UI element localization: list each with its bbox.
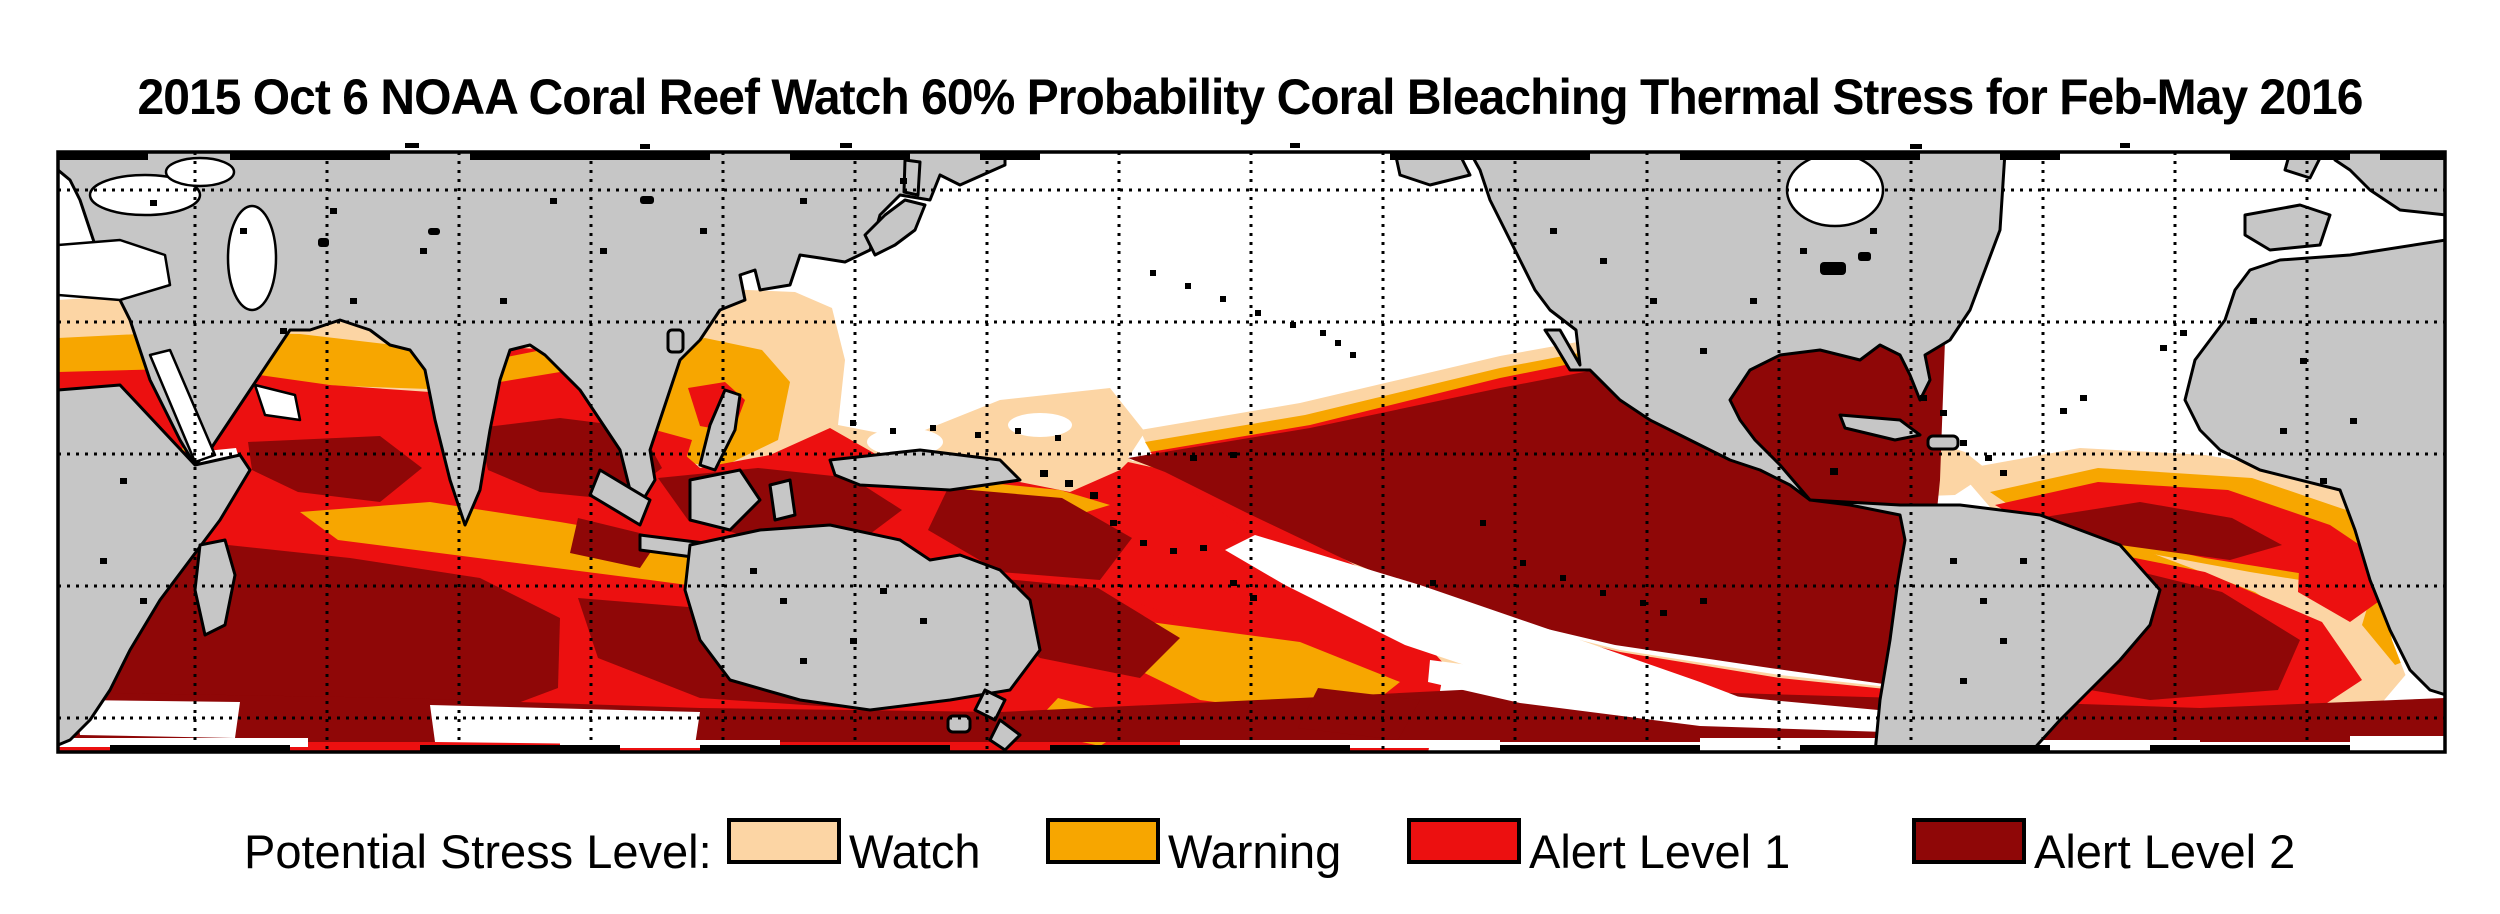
land-north-america bbox=[1468, 152, 2007, 502]
mediterranean-sea bbox=[58, 238, 172, 302]
legend-label-alert-level-2: Alert Level 2 bbox=[2034, 825, 2296, 878]
land-australia bbox=[683, 523, 1042, 712]
land-japan bbox=[863, 198, 927, 257]
land-new-guinea bbox=[828, 448, 1022, 492]
legend-heading: Potential Stress Level: bbox=[244, 825, 712, 878]
top-tick-dashes bbox=[405, 143, 2130, 149]
land-sulawesi bbox=[768, 478, 797, 522]
land-hispaniola bbox=[1926, 434, 1960, 451]
land-south-america bbox=[1808, 498, 2162, 752]
land-sumatra bbox=[588, 468, 652, 527]
land-philippines bbox=[698, 388, 742, 472]
land-iberia bbox=[2243, 203, 2332, 252]
legend-label-alert-level-1: Alert Level 1 bbox=[1529, 825, 1791, 878]
legend-swatch-warning bbox=[1046, 818, 1160, 864]
persian-gulf bbox=[253, 383, 302, 422]
legend-swatch-watch bbox=[727, 818, 841, 864]
legend-swatch-alert-level-2 bbox=[1912, 818, 2026, 864]
land-africa-east bbox=[58, 383, 252, 747]
island-speckles bbox=[850, 270, 2187, 616]
map-frame bbox=[56, 150, 2447, 754]
land-new-zealand-south bbox=[988, 718, 1022, 752]
gridlines bbox=[58, 152, 2445, 752]
land-eurasia bbox=[58, 152, 1007, 527]
land-europe-right bbox=[2328, 152, 2445, 217]
map-title: 2015 Oct 6 NOAA Coral Reef Watch 60% Pro… bbox=[137, 69, 2363, 125]
land-speckles bbox=[100, 178, 2357, 684]
legend-label-watch: Watch bbox=[849, 825, 981, 878]
land-cuba bbox=[1838, 413, 1922, 442]
legend-label-warning: Warning bbox=[1168, 825, 1342, 878]
polar-edge-stripes bbox=[58, 152, 2445, 752]
land-tasmania bbox=[946, 714, 972, 734]
land-taiwan bbox=[666, 328, 685, 354]
land-borneo bbox=[688, 468, 762, 532]
legend-swatch-alert-level-1 bbox=[1407, 818, 1521, 864]
land-new-zealand-north bbox=[973, 688, 1007, 722]
land-africa-west bbox=[2183, 238, 2445, 697]
landmasses bbox=[58, 152, 2445, 752]
red-sea bbox=[148, 348, 217, 464]
caspian-sea bbox=[226, 204, 278, 312]
black-sea bbox=[88, 173, 202, 217]
land-madagascar bbox=[193, 538, 237, 637]
baltic-sea bbox=[164, 156, 236, 188]
